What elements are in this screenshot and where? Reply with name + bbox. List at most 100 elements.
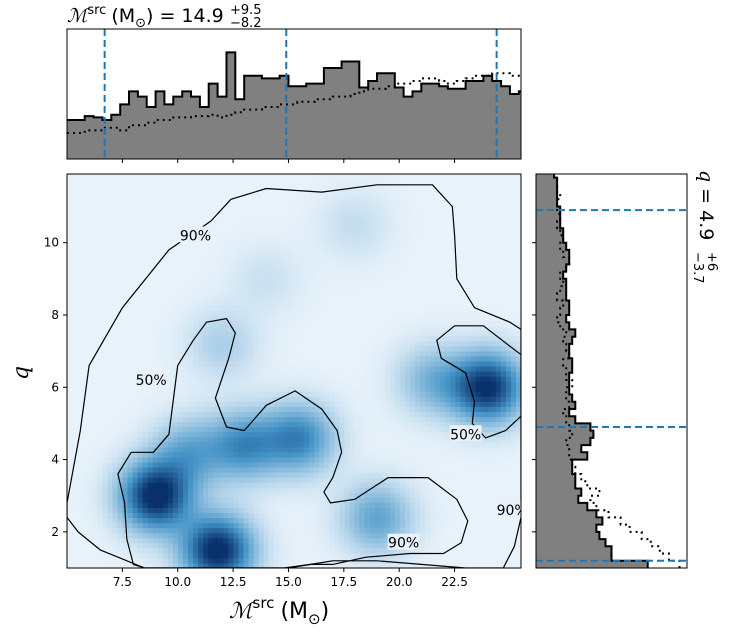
heatmap-cell [344,350,351,357]
heatmap-cell [243,507,250,514]
heatmap-cell [162,487,169,493]
heatmap-cell [183,451,189,458]
heatmap-cell [238,391,245,397]
heatmap-cell [288,234,295,241]
heatmap-cell [304,406,310,413]
heatmap-cell [248,315,255,322]
heatmap-cell [263,401,270,407]
heatmap-cell [92,330,98,337]
heatmap-cell [177,295,184,301]
heatmap-cell [369,436,376,443]
heatmap-cell [77,527,83,534]
heatmap-cell [233,371,240,377]
heatmap-cell [162,537,169,544]
heatmap-cell [248,492,255,498]
heatmap-cell [369,214,376,221]
heatmap-cell [268,461,275,468]
heatmap-cell [127,386,134,392]
heatmap-cell [379,391,386,397]
heatmap-cell [223,219,230,226]
heatmap-cell [364,371,371,377]
heatmap-cell [248,244,255,251]
heatmap-cell [203,179,209,185]
heatmap-cell [188,547,194,554]
heatmap-cell [309,456,315,463]
heatmap-cell [253,456,260,463]
heatmap-cell [379,234,386,241]
heatmap-cell [167,264,174,271]
heatmap-cell [188,330,194,337]
heatmap-cell [152,254,159,261]
heatmap-cell [82,189,88,195]
heatmap-cell [344,360,351,367]
heatmap-cell [107,446,113,453]
heatmap-cell [288,275,295,281]
heatmap-cell [359,431,366,438]
heatmap-cell [278,456,285,463]
heatmap-cell [193,401,199,407]
heatmap-cell [107,487,113,493]
heatmap-cell [288,259,295,266]
heatmap-cell [203,345,209,352]
heatmap-cell [198,275,204,281]
heatmap-cell [248,421,255,428]
heatmap-cell [208,527,214,534]
heatmap-cell [72,340,78,347]
heatmap-cell [82,239,88,246]
heatmap-cell [72,547,78,554]
heatmap-cell [218,466,224,473]
heatmap-cell [218,542,224,549]
heatmap-cell [248,562,255,568]
heatmap-cell [278,310,285,317]
heatmap-cell [112,451,119,458]
heatmap-cell [309,320,315,327]
heatmap-cell [294,244,300,251]
heatmap-cell [193,396,199,402]
heatmap-cell [253,391,260,397]
heatmap-cell [324,436,330,443]
heatmap-cell [329,295,335,301]
heatmap-cell [344,562,351,568]
heatmap-cell [273,562,280,568]
heatmap-cell [87,315,93,322]
heatmap-cell [97,381,103,387]
heatmap-cell [349,174,356,180]
heatmap-cell [334,466,340,473]
heatmap-cell [379,184,386,190]
heatmap-cell [334,275,340,281]
heatmap-cell [263,482,270,488]
heatmap-cell [198,244,204,251]
heatmap-cell [238,557,245,564]
heatmap-cell [339,300,346,306]
heatmap-cell [248,300,255,306]
heatmap-cell [309,315,315,322]
heatmap-cell [354,280,361,286]
heatmap-cell [344,472,351,478]
heatmap-cell [177,441,184,448]
heatmap-cell [283,552,290,559]
heatmap-cell [72,204,78,210]
heatmap-cell [238,507,245,514]
heatmap-cell [349,461,356,468]
heatmap-cell [72,391,78,397]
heatmap-cell [97,295,103,301]
heatmap-cell [67,264,73,271]
heatmap-cell [288,244,295,251]
heatmap-cell [334,214,340,221]
heatmap-cell [142,562,149,568]
heatmap-cell [288,472,295,478]
heatmap-cell [384,512,391,519]
heatmap-cell [278,376,285,382]
heatmap-cell [137,497,144,503]
heatmap-cell [172,436,179,443]
heatmap-cell [67,371,73,377]
heatmap-cell [233,386,240,392]
heatmap-cell [283,431,290,438]
heatmap-cell [112,401,119,407]
heatmap-cell [349,522,356,529]
heatmap-cell [294,259,300,266]
heatmap-cell [304,179,310,185]
heatmap-cell [137,472,144,478]
heatmap-cell [334,532,340,539]
heatmap-cell [228,391,235,397]
